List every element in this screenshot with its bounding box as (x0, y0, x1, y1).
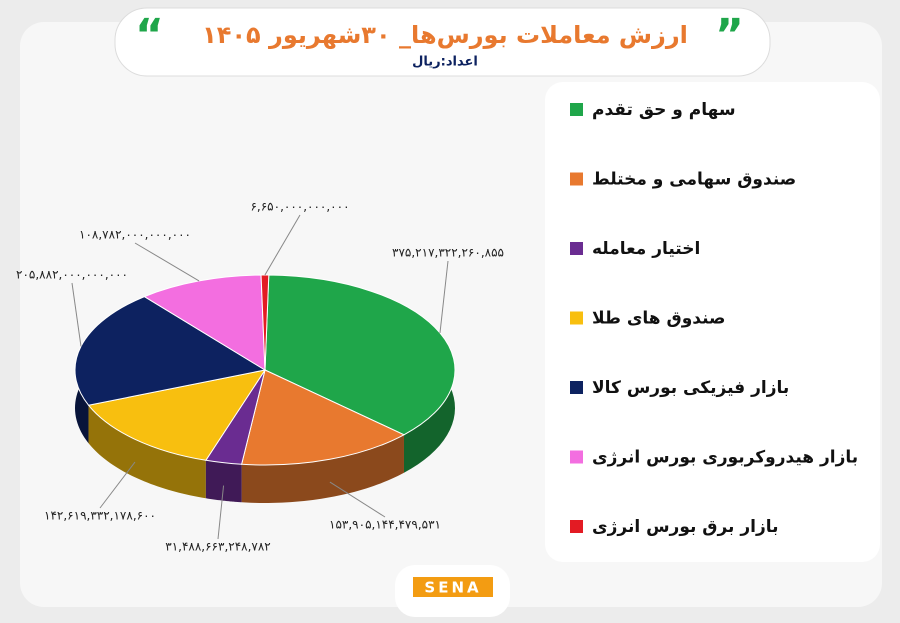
leader-line (217, 485, 225, 540)
value-label: ۲۰۵,۸۸۲,۰۰۰,۰۰۰,۰۰۰ (16, 268, 128, 282)
legend-label: بازار برق بورس انرژی (592, 517, 779, 537)
chart-title: ارزش معاملات بورس‌ها_ ۳۰شهریور ۱۴۰۵ (202, 21, 688, 49)
slice (240, 369, 406, 466)
slice (264, 274, 456, 436)
legend-swatch (570, 103, 583, 116)
legend-box (545, 82, 880, 562)
logo: SENA (424, 579, 481, 597)
legend-label: سهام و حق تقدم (592, 100, 736, 120)
legend-swatch (570, 172, 583, 186)
logo-bg (413, 577, 493, 597)
value-label: ۳۱,۴۸۸,۶۶۳,۲۴۸,۷۸۲ (165, 540, 271, 554)
legend-swatch (570, 520, 583, 533)
leader-line (329, 481, 386, 518)
legend-label: بازار هیدروکربوری بورس انرژی (592, 448, 858, 468)
legend-swatch (570, 450, 583, 464)
legend-label: بازار فیزیکی بورس کالا (592, 378, 789, 398)
leader-line (439, 260, 449, 334)
leader-line (71, 282, 82, 347)
quote-mark: ” (715, 10, 744, 61)
value-label: ۳۷۵,۲۱۷,۳۲۲,۲۶۰,۸۵۵ (392, 246, 504, 260)
slice (87, 369, 267, 461)
title-box (114, 7, 771, 77)
legend-swatch (570, 311, 583, 325)
leader-line (264, 214, 301, 276)
leader-line (134, 242, 200, 282)
slice (260, 274, 270, 371)
legend-swatch (570, 242, 583, 255)
value-label: ۱۴۲,۶۱۹,۳۳۲,۱۷۸,۶۰۰ (44, 509, 156, 523)
legend-swatch (570, 381, 583, 394)
slice (143, 274, 266, 371)
legend-label: صندوق سهامی و مختلط (592, 170, 796, 190)
quote-mark: “ (135, 10, 164, 61)
value-label: ۶,۶۵۰,۰۰۰,۰۰۰,۰۰۰ (250, 200, 349, 214)
legend-label: صندوق های طلا (592, 309, 725, 329)
legend-label: اختیار معامله (592, 239, 700, 259)
slice-side (205, 460, 242, 503)
chart-subtitle: اعداد:ریال (412, 55, 478, 70)
value-label: ۱۰۸,۷۸۲,۰۰۰,۰۰۰,۰۰۰ (79, 228, 191, 242)
value-label: ۱۵۳,۹۰۵,۱۴۴,۴۷۹,۵۳۱ (329, 518, 441, 532)
leader-line (99, 461, 136, 509)
slice-side (88, 405, 206, 499)
slice (74, 296, 267, 406)
